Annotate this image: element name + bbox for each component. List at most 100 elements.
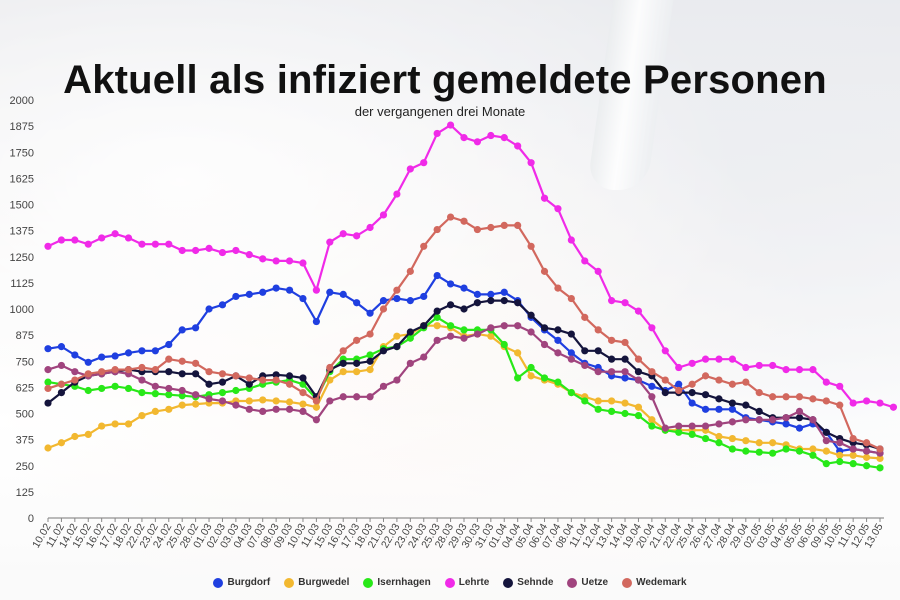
y-tick-label: 0 <box>28 513 34 525</box>
series-line <box>47 299 881 451</box>
y-tick-label: 625 <box>16 382 34 394</box>
data-point <box>44 242 52 250</box>
data-point <box>165 384 173 393</box>
data-point <box>608 397 616 405</box>
data-point <box>151 347 159 355</box>
legend-item-wedemark[interactable]: Wedemark <box>622 577 687 588</box>
data-point <box>742 363 750 372</box>
data-point <box>661 389 669 397</box>
data-point <box>849 451 857 459</box>
data-point <box>675 386 683 395</box>
data-point <box>272 371 280 379</box>
data-point <box>178 392 186 400</box>
data-point <box>393 332 401 340</box>
legend-item-sehnde[interactable]: Sehnde <box>503 577 553 588</box>
data-point <box>312 317 320 326</box>
legend-item-isernhagen[interactable]: Isernhagen <box>363 577 431 588</box>
data-point <box>661 347 669 355</box>
series-line <box>47 324 881 460</box>
data-point <box>809 445 817 453</box>
data-point <box>205 368 213 376</box>
data-point <box>715 355 723 363</box>
data-point <box>809 366 817 374</box>
data-point <box>728 405 736 413</box>
data-point <box>446 121 455 129</box>
series-sehnde <box>44 297 884 453</box>
data-point <box>836 439 844 447</box>
data-point <box>862 453 871 461</box>
data-point <box>460 305 468 313</box>
data-point <box>782 414 790 422</box>
data-point <box>339 230 347 238</box>
data-point <box>500 134 508 142</box>
data-point <box>540 374 549 382</box>
data-point <box>245 397 253 405</box>
data-point <box>433 313 441 321</box>
data-point <box>460 217 468 225</box>
data-point <box>299 389 307 397</box>
data-point <box>795 424 804 432</box>
data-point <box>460 134 468 142</box>
legend-item-uetze[interactable]: Uetze <box>567 577 608 588</box>
data-point <box>138 347 146 355</box>
data-point <box>339 359 347 367</box>
data-point <box>285 257 294 265</box>
data-point <box>205 395 213 403</box>
data-point <box>514 142 522 150</box>
y-tick-label: 875 <box>16 330 34 342</box>
data-point <box>487 297 495 305</box>
data-point <box>621 368 629 376</box>
data-point <box>728 434 736 443</box>
data-point <box>715 420 723 428</box>
data-point <box>44 444 52 452</box>
data-point <box>232 246 240 255</box>
data-point <box>634 368 643 376</box>
data-point <box>366 309 374 317</box>
data-point <box>299 374 307 382</box>
data-point <box>460 326 468 334</box>
data-point <box>218 248 227 257</box>
legend-item-lehrte[interactable]: Lehrte <box>444 577 489 588</box>
data-point <box>218 378 227 386</box>
data-point <box>84 358 92 366</box>
legend-item-burgwedel[interactable]: Burgwedel <box>284 577 349 588</box>
data-point <box>634 403 643 411</box>
data-point <box>272 257 280 265</box>
data-point <box>554 336 562 344</box>
legend-marker-icon <box>213 577 224 588</box>
data-point <box>285 286 294 294</box>
data-point <box>366 357 374 365</box>
data-point <box>205 244 213 252</box>
data-point <box>581 361 589 370</box>
data-point <box>245 405 253 413</box>
data-point <box>795 366 804 374</box>
data-point <box>259 288 267 296</box>
y-tick-label: 125 <box>16 487 34 499</box>
data-point <box>648 422 656 430</box>
data-point <box>701 391 710 399</box>
data-point <box>192 370 200 378</box>
data-point <box>420 242 428 250</box>
data-point <box>822 447 830 455</box>
data-point <box>446 301 455 309</box>
data-point <box>581 313 589 321</box>
data-point <box>124 349 133 357</box>
data-point <box>500 297 508 305</box>
data-point <box>312 397 320 405</box>
data-point <box>527 242 535 250</box>
data-point <box>98 384 106 393</box>
data-point <box>71 236 79 244</box>
data-point <box>151 390 159 398</box>
chart-subtitle: der vergangenen drei Monate <box>354 104 526 119</box>
data-point <box>567 330 575 338</box>
data-point <box>393 190 401 198</box>
legend-item-burgdorf[interactable]: Burgdorf <box>213 577 270 588</box>
data-point <box>836 401 844 409</box>
data-point <box>379 211 388 219</box>
data-point <box>165 340 173 349</box>
data-point <box>795 414 804 422</box>
data-point <box>608 336 616 344</box>
data-point <box>742 401 750 409</box>
data-point <box>326 376 334 384</box>
y-tick-label: 1125 <box>10 278 34 290</box>
